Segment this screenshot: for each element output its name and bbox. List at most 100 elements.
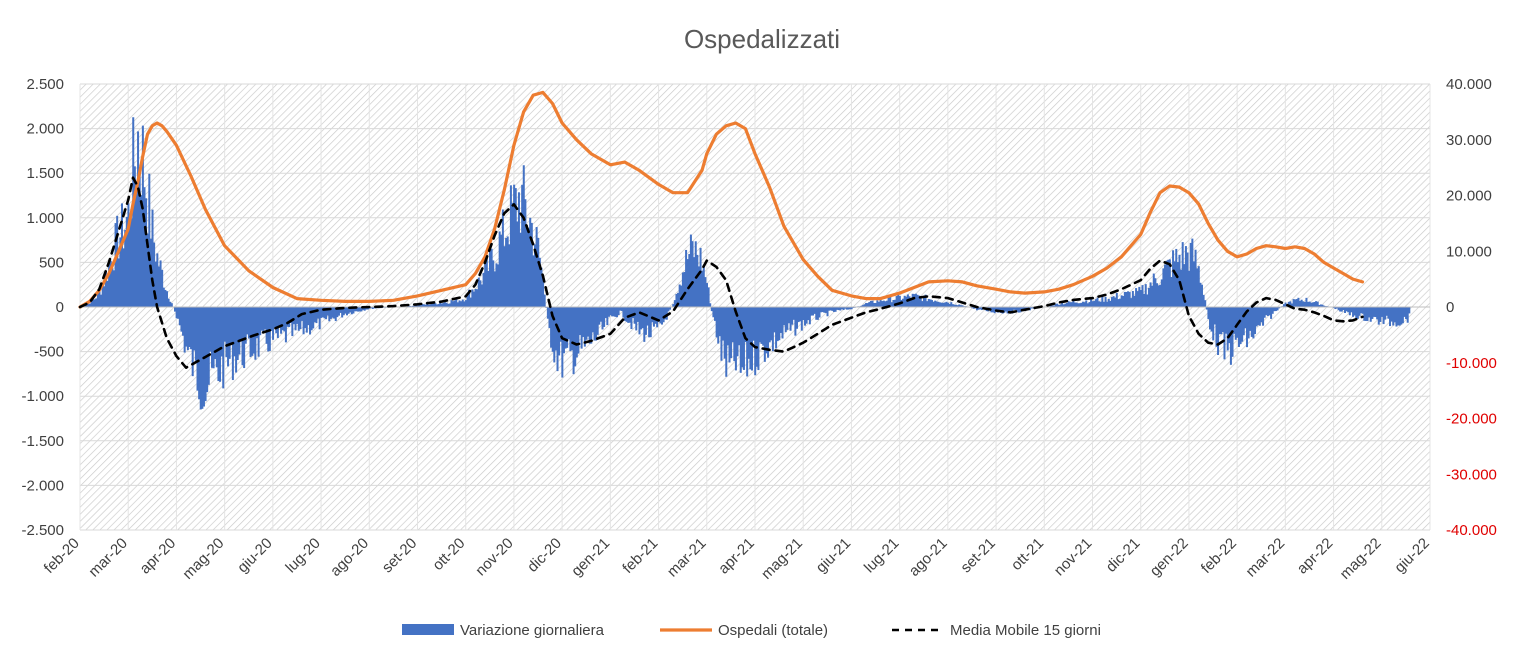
bar-daily-variation — [280, 307, 283, 334]
bar-daily-variation — [1022, 307, 1025, 310]
y-right-tick-label: 20.000 — [1446, 188, 1492, 205]
bar-daily-variation — [588, 307, 591, 344]
bar-daily-variation — [111, 268, 114, 307]
bar-daily-variation — [834, 307, 837, 312]
bar-daily-variation — [1387, 307, 1390, 319]
bar-daily-variation — [934, 300, 937, 307]
bar-daily-variation — [562, 307, 565, 354]
bar-daily-variation — [1131, 290, 1134, 307]
bar-daily-variation — [553, 307, 556, 363]
bar-daily-variation — [755, 307, 758, 367]
bar-daily-variation — [696, 254, 699, 307]
bar-daily-variation — [701, 270, 704, 307]
y-left-tick-label: -2.000 — [21, 477, 64, 494]
bar-daily-variation — [442, 302, 445, 307]
bar-daily-variation — [715, 307, 718, 338]
bar-daily-variation — [1194, 249, 1197, 307]
bar-daily-variation — [575, 307, 578, 358]
bar-daily-variation — [116, 215, 119, 307]
bar-daily-variation — [275, 307, 278, 334]
bar-daily-variation — [1101, 296, 1104, 307]
bar-daily-variation — [794, 307, 797, 336]
bar-daily-variation — [1165, 260, 1168, 307]
bar-daily-variation — [146, 233, 149, 307]
bar-daily-variation — [1099, 301, 1102, 307]
bar-daily-variation — [641, 307, 644, 329]
bar-daily-variation — [979, 307, 982, 310]
x-tick-label: apr-22 — [1294, 535, 1337, 578]
bar-daily-variation — [1086, 303, 1089, 307]
bar-daily-variation — [164, 289, 167, 307]
bar-daily-variation — [341, 307, 344, 318]
bar-daily-variation — [183, 307, 186, 353]
bar-daily-variation — [919, 296, 922, 307]
bar-daily-variation — [416, 305, 419, 307]
bar-daily-variation — [638, 307, 641, 335]
bar-daily-variation — [272, 307, 275, 340]
bar-daily-variation — [1090, 298, 1093, 307]
bar-daily-variation — [458, 300, 461, 307]
bar-daily-variation — [808, 307, 811, 325]
bar-daily-variation — [765, 307, 768, 354]
y-left-tick-label: -2.500 — [21, 522, 64, 539]
x-tick-label: mag-22 — [1337, 535, 1385, 583]
bar-daily-variation — [1334, 307, 1337, 310]
bar-daily-variation — [660, 307, 663, 325]
bar-daily-variation — [1032, 307, 1035, 309]
bar-daily-variation — [768, 307, 771, 343]
x-tick-label: giu-21 — [813, 535, 855, 577]
bar-daily-variation — [1366, 307, 1369, 322]
bar-daily-variation — [730, 307, 733, 359]
bar-daily-variation — [770, 307, 773, 341]
bar-daily-variation — [165, 291, 168, 307]
bar-daily-variation — [408, 305, 411, 307]
bar-daily-variation — [929, 299, 932, 307]
bar-daily-variation — [1144, 284, 1147, 307]
bar-daily-variation — [686, 259, 689, 307]
bar-daily-variation — [656, 307, 659, 328]
bar-daily-variation — [693, 257, 696, 307]
bar-daily-variation — [453, 300, 456, 307]
bar-daily-variation — [1242, 307, 1245, 336]
bar-daily-variation — [779, 307, 782, 333]
bar-daily-variation — [747, 307, 750, 359]
bar-daily-variation — [90, 299, 93, 307]
bar-daily-variation — [492, 260, 495, 307]
bar-daily-variation — [151, 209, 154, 307]
bar-daily-variation — [820, 307, 823, 313]
bar-daily-variation — [1207, 307, 1210, 320]
bar-daily-variation — [1016, 307, 1019, 312]
y-right-tick-label: 40.000 — [1446, 76, 1492, 93]
y-left-tick-label: 500 — [39, 254, 64, 271]
bar-daily-variation — [754, 307, 757, 376]
bar-daily-variation — [1353, 307, 1356, 316]
bar-daily-variation — [479, 280, 482, 307]
bar-daily-variation — [98, 290, 101, 307]
bar-daily-variation — [157, 266, 160, 307]
bar-daily-variation — [349, 307, 352, 313]
bar-daily-variation — [707, 287, 710, 307]
bar-daily-variation — [519, 232, 522, 307]
bar-daily-variation — [440, 303, 443, 307]
bar-daily-variation — [1228, 307, 1231, 344]
bar-daily-variation — [222, 307, 225, 389]
bar-daily-variation — [326, 307, 329, 316]
bar-daily-variation — [1376, 307, 1379, 320]
bar-daily-variation — [1209, 307, 1212, 330]
bar-daily-variation — [246, 307, 249, 335]
bar-daily-variation — [1226, 307, 1229, 351]
bar-daily-variation — [767, 307, 770, 358]
bar-daily-variation — [829, 307, 832, 311]
bar-daily-variation — [1133, 295, 1136, 307]
bar-daily-variation — [424, 304, 427, 307]
bar-daily-variation — [926, 301, 929, 307]
bar-daily-variation — [448, 303, 451, 307]
bar-daily-variation — [220, 307, 223, 357]
bar-daily-variation — [818, 307, 821, 318]
bar-daily-variation — [927, 298, 930, 307]
bar-daily-variation — [419, 305, 422, 307]
x-tick-label: mar-20 — [85, 535, 131, 581]
bar-daily-variation — [685, 249, 688, 307]
y-left-tick-label: -500 — [34, 344, 64, 361]
